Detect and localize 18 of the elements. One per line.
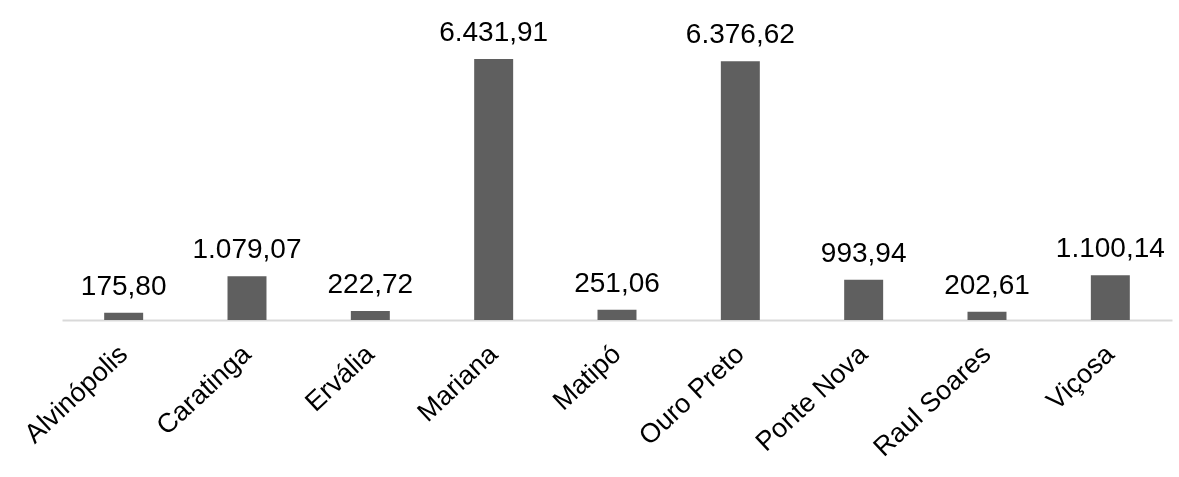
data-label: 222,72 xyxy=(327,267,414,299)
bar xyxy=(227,276,267,320)
bar xyxy=(474,59,514,320)
bar xyxy=(597,309,637,320)
data-label: 6.376,62 xyxy=(685,18,795,50)
bar xyxy=(1090,275,1130,320)
data-label: 6.431,91 xyxy=(439,16,549,47)
bar xyxy=(844,279,884,320)
data-label: 1.100,14 xyxy=(1055,232,1165,264)
bar xyxy=(967,311,1007,320)
bar xyxy=(720,61,760,320)
data-label: 202,61 xyxy=(944,268,1030,300)
data-label: 175,80 xyxy=(80,269,167,301)
bar xyxy=(350,310,390,320)
data-label: 993,94 xyxy=(820,236,907,268)
data-label: 251,06 xyxy=(574,266,660,298)
data-label: 1.079,07 xyxy=(192,233,302,265)
bar xyxy=(104,312,144,320)
